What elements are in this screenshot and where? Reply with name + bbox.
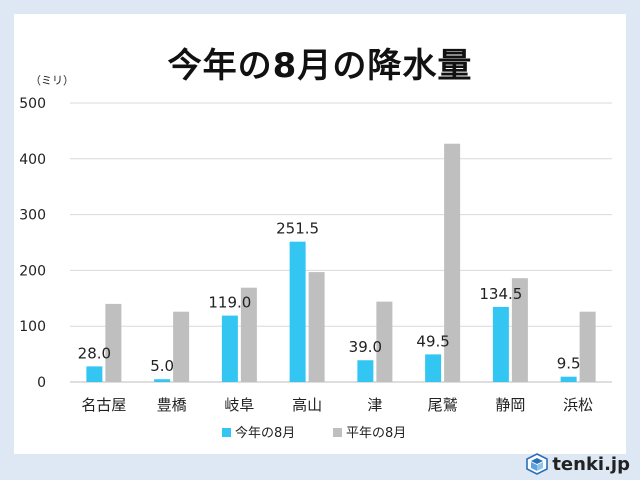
data-label: 39.0 [349, 338, 382, 356]
x-axis-ticks: 名古屋 豊橋 岐阜 高山 津 尾鷲 静岡 浜松 [81, 396, 593, 414]
bar-this-year [357, 360, 374, 382]
x-tick-label: 豊橋 [157, 396, 187, 414]
y-tick-label: 200 [19, 263, 46, 279]
y-tick-label: 300 [19, 208, 46, 224]
brand-name: tenki.jp [552, 453, 630, 475]
bar-normal [579, 311, 596, 382]
bars [86, 143, 596, 382]
y-axis-unit-label: （ミリ） [30, 74, 74, 87]
bar-normal [308, 272, 325, 382]
bar-this-year [86, 366, 103, 382]
data-label: 5.0 [150, 357, 174, 375]
data-label: 9.5 [557, 355, 581, 373]
bar-normal [511, 278, 528, 382]
y-tick-label: 400 [19, 152, 46, 168]
x-tick-label: 岐阜 [224, 396, 254, 414]
bar-this-year [289, 241, 306, 382]
data-label: 28.0 [78, 344, 111, 362]
bar-normal [240, 287, 257, 382]
data-label: 134.5 [479, 285, 522, 303]
bar-this-year [492, 306, 509, 382]
legend-swatch [222, 428, 231, 437]
legend-swatch [333, 428, 342, 437]
x-tick-label: 浜松 [563, 396, 593, 414]
legend-label: 平年の8月 [346, 426, 406, 441]
legend: 今年の8月 平年の8月 [222, 425, 406, 441]
bar-normal [444, 143, 461, 382]
y-axis-ticks: 0 100 200 300 400 500 [19, 96, 46, 391]
x-tick-label: 尾鷲 [428, 396, 458, 414]
chart-title: 今年の8月の降水量 [167, 46, 473, 86]
bar-this-year [560, 376, 577, 382]
bar-this-year [425, 354, 442, 382]
brand-logo: tenki.jp [526, 452, 630, 476]
data-label: 49.5 [416, 332, 449, 350]
x-tick-label: 静岡 [495, 396, 525, 414]
bar-normal [376, 301, 393, 382]
bar-normal [105, 303, 122, 382]
tenki-logo-icon [526, 453, 549, 475]
y-tick-label: 0 [37, 375, 46, 391]
data-labels: 28.0 5.0 119.0 251.5 39.0 49.5 134.5 9.5 [78, 220, 581, 376]
data-label: 119.0 [208, 294, 251, 312]
y-tick-label: 100 [19, 319, 46, 335]
x-tick-label: 高山 [292, 396, 322, 414]
bar-this-year [221, 315, 238, 382]
bar-this-year [154, 379, 171, 382]
x-tick-label: 名古屋 [81, 396, 126, 414]
x-tick-label: 津 [367, 396, 382, 414]
data-label: 251.5 [276, 220, 319, 238]
gridlines [70, 102, 612, 383]
y-tick-label: 500 [19, 96, 46, 112]
legend-label: 今年の8月 [235, 425, 295, 441]
bar-normal [173, 311, 190, 382]
